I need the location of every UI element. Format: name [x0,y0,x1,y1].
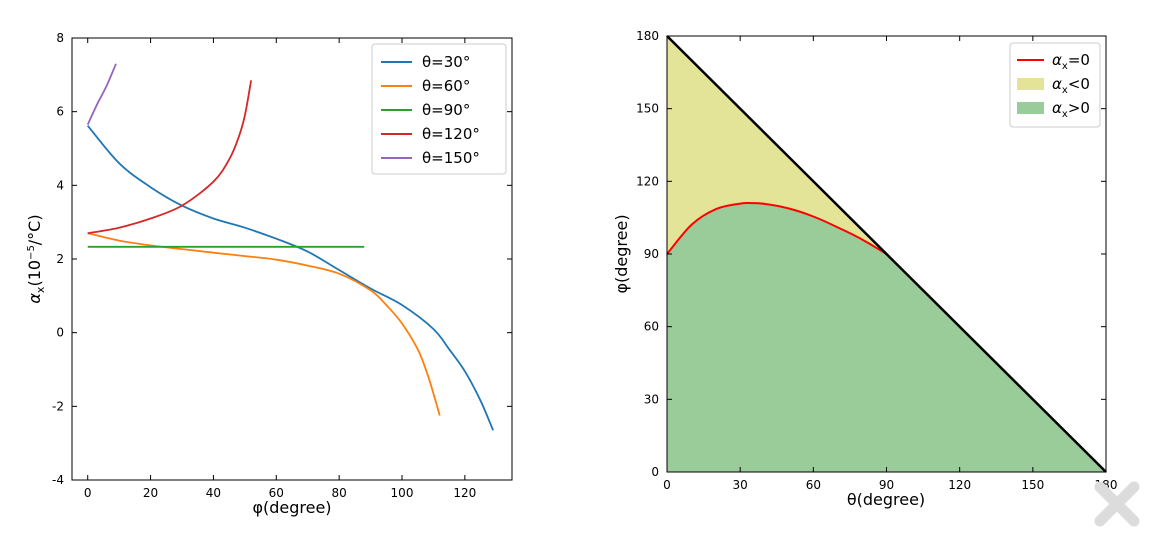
left-x-tick-label: 0 [84,486,92,500]
legend-label-5: θ=150° [422,149,480,167]
left-x-axis-label: φ(degree) [252,498,331,517]
legend-label-1: θ=30° [422,53,470,71]
right-legend-label-3: αx>0 [1052,99,1090,120]
left-y-tick-label: 0 [56,326,64,340]
left-y-axis-label: αx(10−5/°C) [25,214,47,303]
left-y-tick-label: -2 [52,399,64,413]
legend-label-2: θ=60° [422,77,470,95]
series-line-1 [87,125,494,431]
left-x-tick-label: 100 [391,486,414,500]
left-y-tick-label: 2 [56,252,64,266]
left-legend: θ=30° θ=60° θ=90° θ=120° θ=150° [371,43,507,175]
alpha-x-zero-curve [666,201,888,255]
left-y-tick-label: 4 [56,178,64,192]
left-y-tick-label: -4 [52,473,64,487]
right-legend-swatch-3 [1017,102,1044,114]
left-legend-box [371,43,507,175]
right-y-tick-label: 150 [636,102,659,116]
right-x-axis-label: θ(degree) [847,490,925,509]
boundary-diagonal-line [666,35,1107,473]
left-x-tick-label: 60 [269,486,284,500]
left-x-tick-label: 20 [143,486,158,500]
left-series-group [86,63,494,431]
right-x-tick-label: 60 [806,478,821,492]
series-line-5 [86,63,117,125]
right-y-tick-label: 120 [636,174,659,188]
legend-label-4: θ=120° [422,125,480,143]
left-y-tick-label: 6 [56,105,64,119]
right-y-axis-label: φ(degree) [612,214,631,293]
right-plot-frame [666,35,1107,473]
left-chart: 0 20 40 60 80 100 120 -4 -2 0 2 4 6 8 φ(degree) αx(10… [25,31,513,517]
series-line-4 [87,80,252,235]
right-legend-label-1: αx=0 [1052,51,1090,72]
right-x-tick-label: 150 [1021,478,1044,492]
left-x-tick-label: 80 [332,486,347,500]
right-legend-label-2: αx<0 [1052,75,1090,96]
right-y-tick-label: 180 [636,29,659,43]
right-x-tick-label: 120 [948,478,971,492]
right-legend-swatch-2 [1017,78,1044,90]
left-y-tick-label: 8 [56,31,64,45]
left-plot-frame [71,37,513,481]
legend-label-3: θ=90° [422,101,470,119]
right-x-tick-label: 30 [733,478,748,492]
watermark-x-icon [1094,481,1140,527]
left-x-tick-label: 40 [206,486,221,500]
right-x-tick-label: 0 [663,478,671,492]
right-legend: αx=0 αx<0 αx>0 [1009,42,1101,128]
right-y-tick-label: 90 [644,247,659,261]
left-x-tick-label: 120 [453,486,476,500]
region-alpha-x-positive [667,203,1106,472]
series-line-2 [87,232,441,416]
right-y-tick-label: 30 [644,392,659,406]
right-y-tick-label: 60 [644,320,659,334]
right-x-tick-label: 90 [879,478,894,492]
right-y-tick-label: 0 [651,465,659,479]
